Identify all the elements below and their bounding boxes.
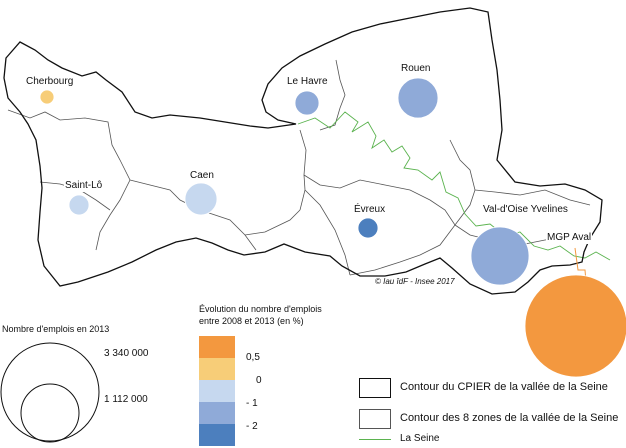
place-label-le-havre: Le Havre [286, 76, 329, 88]
legend-zones-label: Contour des 8 zones de la vallée de la S… [400, 412, 619, 424]
place-label-mgp-aval: MGP Aval [546, 232, 593, 244]
evolution-threshold-1: 0,5 [246, 352, 260, 363]
bubble-val-d-oise-yvelines [470, 226, 530, 286]
place-label-rouen: Rouen [400, 63, 432, 75]
evolution-swatch-3 [199, 380, 235, 402]
evolution-swatch-1 [199, 336, 235, 358]
size-legend-circles [0, 342, 100, 443]
place-label-saint-lo: Saint-Lô [64, 180, 104, 192]
legend-cpier-label: Contour du CPIER de la vallée de la Sein… [400, 381, 608, 393]
bubble-le-havre [294, 90, 320, 116]
cpier-contour [3, 7, 603, 295]
bubbles [39, 77, 626, 378]
bubble-cherbourg [39, 89, 55, 105]
place-label-evreux: Évreux [353, 204, 387, 216]
legend-zones-symbol [359, 409, 391, 429]
seine-river [297, 111, 611, 261]
bubble-caen [184, 182, 218, 216]
legend-seine-symbol [359, 439, 391, 440]
place-label-cherbourg: Cherbourg [25, 76, 75, 88]
evolution-legend-title-line2: entre 2008 et 2013 (en %) [199, 316, 304, 326]
bubble-rouen [397, 77, 439, 119]
bubble-saint-lo [68, 194, 90, 216]
evolution-legend-title-line1: Évolution du nombre d'emplois [199, 304, 322, 314]
size-legend-title: Nombre d'emplois en 2013 [2, 324, 110, 334]
place-label-val-doise-yvelines: Val-d'Oise Yvelines [482, 204, 569, 216]
legend-cpier-symbol [359, 378, 391, 398]
size-legend-small-value: 1 112 000 [104, 394, 148, 405]
evolution-threshold-2: 0 [256, 375, 262, 386]
map-credit: © Iau îdF - Insee 2017 [375, 277, 455, 286]
evolution-legend-title: Évolution du nombre d'emplois entre 2008… [199, 303, 322, 327]
bubble-mgp-aval [524, 274, 626, 378]
bubble-evreux [357, 217, 379, 239]
legend-seine-label: La Seine [400, 433, 440, 444]
size-legend-large-value: 3 340 000 [104, 348, 149, 359]
evolution-swatch-2 [199, 358, 235, 380]
size-legend-small-circle [20, 383, 80, 443]
size-legend-large-circle [0, 342, 100, 442]
evolution-threshold-4: - 2 [246, 421, 258, 432]
evolution-threshold-3: - 1 [246, 398, 258, 409]
evolution-swatch-5 [199, 424, 235, 446]
place-label-caen: Caen [189, 170, 215, 182]
evolution-swatch-4 [199, 402, 235, 424]
